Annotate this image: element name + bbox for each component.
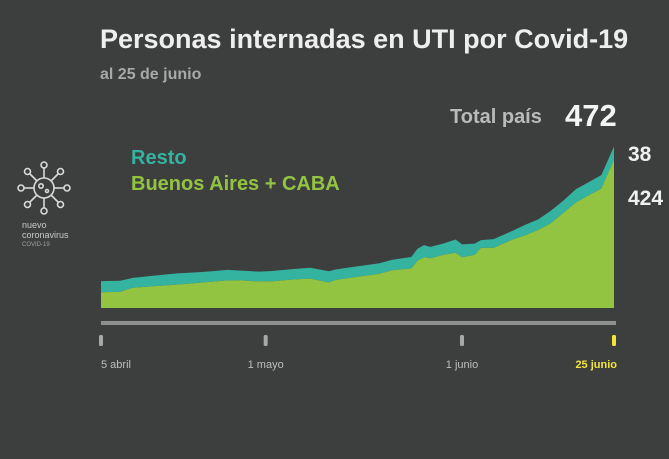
x-tick-label: 5 abril	[101, 359, 131, 371]
x-tick-mark	[612, 335, 616, 346]
total-value: 472	[565, 98, 617, 133]
legend-resto: Resto	[131, 147, 187, 169]
x-tick-mark	[99, 335, 103, 346]
area-series-buenos-aires-caba	[101, 159, 614, 308]
logo-line-3: COVID-19	[22, 242, 50, 248]
logo-text: nuevo coronavirus COVID-19	[22, 220, 69, 250]
x-tick-mark	[460, 335, 464, 346]
chart-title: Personas internadas en UTI por Covid-19	[100, 24, 629, 54]
logo-line-2: coronavirus	[22, 230, 69, 240]
x-axis-line	[101, 321, 616, 325]
area-series-resto	[101, 146, 614, 293]
end-value-buenos-aires-caba: 424	[628, 187, 664, 210]
x-tick-mark	[263, 335, 268, 346]
legend-buenos-aires-caba: Buenos Aires + CABA	[131, 173, 340, 195]
total-label: Total país	[450, 106, 542, 128]
x-tick-label: 1 mayo	[248, 359, 284, 371]
x-tick-label: 1 junio	[446, 359, 478, 371]
chart-subtitle: al 25 de junio	[100, 66, 202, 83]
end-value-resto: 38	[628, 143, 652, 166]
x-tick-label: 25 junio	[575, 359, 617, 371]
virus-icon	[14, 158, 74, 218]
logo-line-1: nuevo	[22, 220, 47, 230]
